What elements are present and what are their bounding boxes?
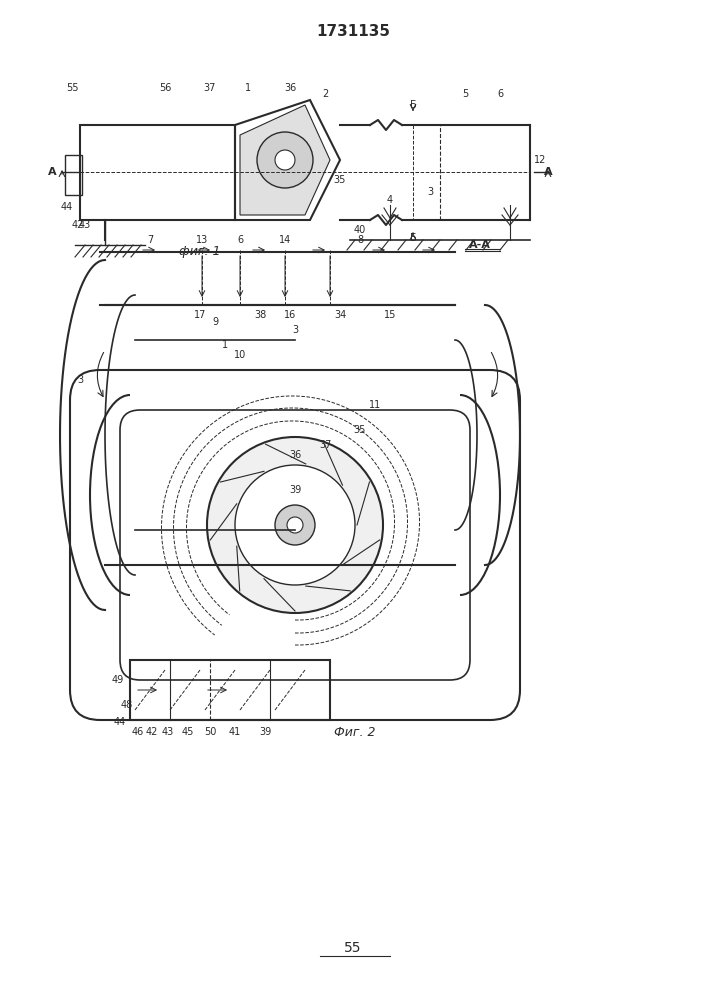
Text: 14: 14	[279, 235, 291, 245]
Text: 9: 9	[212, 317, 218, 327]
Text: 1731135: 1731135	[316, 24, 390, 39]
Text: 49: 49	[112, 675, 124, 685]
Text: 35: 35	[354, 425, 366, 435]
Text: 55: 55	[66, 83, 78, 93]
Text: 6: 6	[497, 89, 503, 99]
Text: 37: 37	[319, 440, 331, 450]
Text: 50: 50	[204, 727, 216, 737]
Text: 43: 43	[162, 727, 174, 737]
Text: 56: 56	[159, 83, 171, 93]
Bar	[80, 125, 235, 220]
Text: 43: 43	[79, 220, 91, 230]
Circle shape	[275, 505, 315, 545]
Text: А: А	[47, 167, 57, 177]
Text: 42: 42	[72, 220, 84, 230]
Text: 1: 1	[222, 340, 228, 350]
Text: А-А: А-А	[469, 240, 491, 250]
Text: 15: 15	[384, 310, 396, 320]
Text: 3: 3	[77, 375, 83, 385]
Text: Б: Б	[409, 100, 416, 110]
Circle shape	[257, 132, 313, 188]
Text: 42: 42	[146, 727, 158, 737]
Text: 10: 10	[234, 350, 246, 360]
Text: 46: 46	[132, 727, 144, 737]
Text: 16: 16	[284, 310, 296, 320]
Text: фиг. 1: фиг. 1	[180, 245, 221, 258]
Text: Фиг. 2: Фиг. 2	[334, 726, 375, 738]
Text: Б: Б	[409, 233, 416, 243]
Text: 11: 11	[369, 400, 381, 410]
Circle shape	[235, 465, 355, 585]
Text: 17: 17	[194, 310, 206, 320]
Circle shape	[287, 517, 303, 533]
Text: 39: 39	[259, 727, 271, 737]
Text: 3: 3	[427, 187, 433, 197]
Text: 8: 8	[357, 235, 363, 245]
Text: 45: 45	[182, 727, 194, 737]
Text: 6: 6	[237, 235, 243, 245]
Text: 37: 37	[204, 83, 216, 93]
Text: 36: 36	[289, 450, 301, 460]
Text: 12: 12	[534, 155, 547, 165]
Text: 13: 13	[196, 235, 208, 245]
Polygon shape	[240, 105, 330, 215]
Text: 44: 44	[114, 717, 126, 727]
Text: А: А	[544, 167, 552, 177]
FancyBboxPatch shape	[70, 370, 520, 720]
Text: 5: 5	[462, 89, 468, 99]
Text: 39: 39	[289, 485, 301, 495]
Text: 48: 48	[121, 700, 133, 710]
Text: 3: 3	[292, 325, 298, 335]
Text: 38: 38	[254, 310, 266, 320]
Circle shape	[207, 437, 383, 613]
Text: 1: 1	[245, 83, 251, 93]
Text: 4: 4	[387, 195, 393, 205]
Text: 34: 34	[334, 310, 346, 320]
Text: 55: 55	[344, 941, 362, 955]
Bar	[65, 155, 82, 195]
Text: 44: 44	[61, 202, 73, 212]
Text: 40: 40	[354, 225, 366, 235]
Text: 41: 41	[229, 727, 241, 737]
Text: 2: 2	[322, 89, 328, 99]
Text: 7: 7	[147, 235, 153, 245]
Bar	[130, 660, 330, 720]
Circle shape	[275, 150, 295, 170]
FancyBboxPatch shape	[120, 410, 470, 680]
Text: 35: 35	[334, 175, 346, 185]
Text: 36: 36	[284, 83, 296, 93]
